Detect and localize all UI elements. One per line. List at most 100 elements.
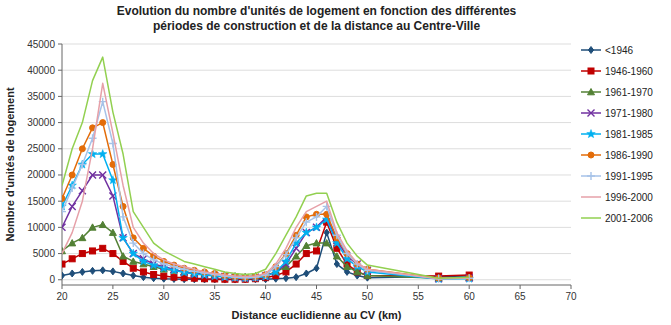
marker [314, 248, 320, 254]
legend-marker [588, 47, 593, 54]
marker [171, 274, 177, 280]
tick-label: 30 [158, 291, 170, 302]
marker [313, 240, 320, 246]
marker [79, 234, 86, 240]
marker [100, 267, 105, 274]
legend-label: 1991-1995 [605, 171, 653, 182]
y-axis-label: Nombre d'unités de logement [4, 87, 16, 242]
marker [303, 229, 310, 236]
tick [62, 285, 63, 289]
series-line [62, 102, 469, 279]
marker [120, 270, 125, 277]
marker [314, 265, 319, 272]
marker [129, 249, 138, 257]
tick [58, 201, 62, 202]
marker [79, 251, 85, 257]
marker [109, 229, 116, 235]
grid-line [62, 44, 571, 45]
marker [150, 256, 158, 264]
series [62, 120, 472, 282]
marker [90, 267, 95, 274]
marker [99, 171, 106, 178]
tick-label: 55 [413, 291, 425, 302]
marker [129, 239, 137, 247]
legend-marker [588, 68, 594, 74]
marker [294, 274, 299, 281]
marker [334, 261, 339, 268]
grid-line [62, 201, 571, 202]
marker [90, 248, 96, 254]
marker [344, 263, 351, 269]
grid-line [62, 279, 571, 280]
grid-line [62, 70, 571, 71]
legend-swatch [581, 196, 601, 198]
x-axis-label: Distance euclidienne au CV (km) [232, 309, 402, 321]
tick [58, 174, 62, 175]
marker [302, 218, 310, 226]
marker [62, 272, 65, 279]
marker [70, 270, 75, 277]
tick-label: 60 [464, 291, 476, 302]
marker [161, 273, 167, 279]
grid-line [62, 148, 571, 149]
tick-label: 45 [311, 291, 323, 302]
tick [58, 227, 62, 228]
marker [99, 221, 106, 227]
marker [303, 242, 310, 248]
tick-label: 20 [56, 291, 68, 302]
legend-marker [588, 152, 594, 158]
marker [333, 253, 340, 259]
legend-label: 1996-2000 [605, 192, 653, 203]
marker [69, 172, 75, 178]
marker [119, 233, 128, 241]
marker [304, 270, 309, 277]
plot-area [62, 57, 473, 283]
grid-line [62, 174, 571, 175]
chart: Evolution du nombre d'unités de logement… [0, 0, 671, 325]
marker [131, 272, 136, 279]
tick [367, 285, 368, 289]
marker [140, 269, 146, 275]
marker [79, 146, 85, 152]
marker [120, 253, 127, 259]
tick [214, 285, 215, 289]
tick-label: 50 [362, 291, 374, 302]
series-line [62, 175, 469, 279]
tick-label: 65 [515, 291, 527, 302]
marker [110, 251, 116, 257]
legend-label: <1946 [605, 45, 634, 56]
legend-label: 1946-1960 [605, 66, 653, 77]
grid-line [62, 96, 571, 97]
grid-line [62, 122, 571, 123]
marker [303, 251, 309, 257]
legend-marker [587, 172, 595, 180]
marker [313, 213, 321, 221]
marker [62, 261, 65, 267]
tick-label: 10000 [27, 222, 55, 233]
marker [119, 213, 127, 221]
series [62, 57, 469, 278]
tick [571, 285, 572, 289]
marker [139, 257, 148, 265]
tick [163, 285, 164, 289]
tick-label: 15000 [27, 196, 55, 207]
legend-label: 1981-1985 [605, 129, 653, 140]
legend-label: 1961-1970 [605, 87, 653, 98]
marker [89, 224, 96, 230]
tick [112, 285, 113, 289]
series [62, 83, 469, 278]
marker [69, 203, 76, 210]
legend-label: 1986-1990 [605, 150, 653, 161]
legend-swatch [581, 217, 601, 219]
tick [520, 285, 521, 289]
marker [62, 208, 66, 216]
tick [58, 70, 62, 71]
tick [58, 96, 62, 97]
marker [151, 272, 157, 278]
tick-label: 25 [107, 291, 119, 302]
series-line [62, 83, 469, 278]
legend-marker [587, 130, 596, 138]
marker [130, 258, 137, 264]
tick-label: 30000 [27, 117, 55, 128]
tick [58, 279, 62, 280]
